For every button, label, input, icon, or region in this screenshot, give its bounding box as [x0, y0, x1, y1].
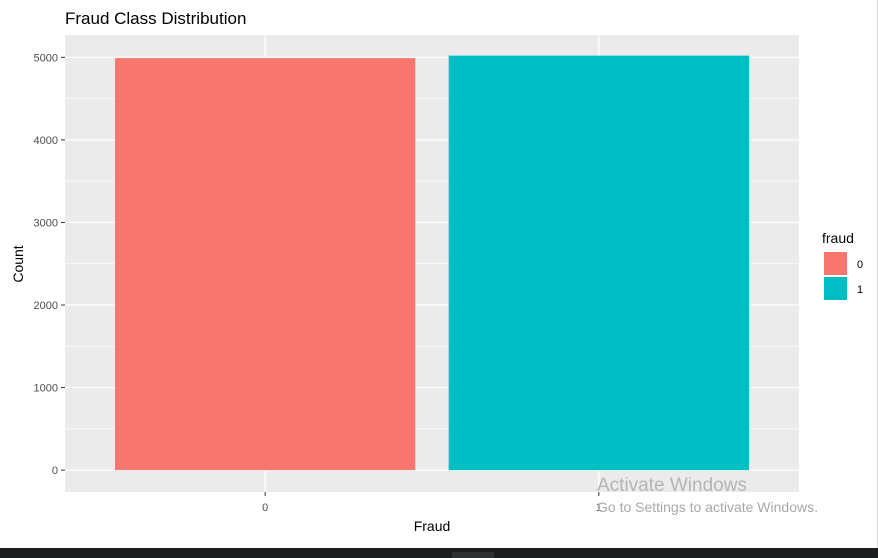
- y-axis-title: Count: [10, 245, 26, 282]
- legend-label-0: 0: [857, 259, 863, 271]
- legend-key-0: [824, 252, 847, 275]
- y-tick-label: 0: [52, 465, 58, 477]
- y-tick-label: 4000: [34, 135, 58, 147]
- legend-title: fraud: [822, 230, 854, 246]
- y-tick-label: 2000: [34, 300, 58, 312]
- chart-title: Fraud Class Distribution: [65, 9, 246, 28]
- taskbar: [0, 548, 878, 558]
- y-tick-label: 1000: [34, 383, 58, 395]
- x-axis-title: Fraud: [414, 518, 451, 534]
- y-tick-label: 3000: [34, 217, 58, 229]
- legend-key-1: [824, 277, 847, 300]
- legend-label-1: 1: [857, 284, 863, 296]
- bar-1: [448, 55, 749, 471]
- x-tick-label: 1: [596, 502, 602, 514]
- taskbar-app-icon[interactable]: [452, 552, 494, 558]
- x-tick-label: 0: [262, 502, 268, 514]
- y-axis: 0 1000 2000 3000 4000 5000: [34, 52, 65, 477]
- legend: fraud 0 1: [822, 230, 863, 300]
- bar-0: [115, 58, 416, 471]
- bars: [115, 55, 749, 471]
- y-tick-label: 5000: [34, 52, 58, 64]
